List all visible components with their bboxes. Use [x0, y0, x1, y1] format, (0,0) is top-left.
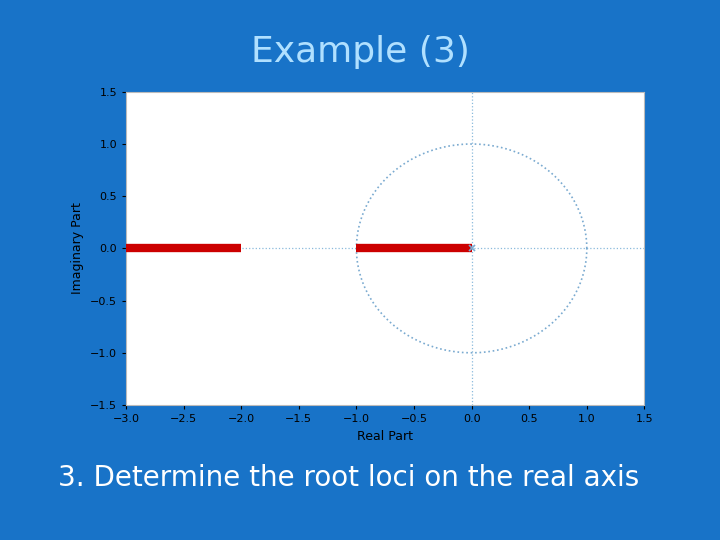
Y-axis label: Imaginary Part: Imaginary Part: [71, 202, 84, 294]
X-axis label: Real Part: Real Part: [357, 430, 413, 443]
Text: 3. Determine the root loci on the real axis: 3. Determine the root loci on the real a…: [58, 464, 639, 492]
Text: Example (3): Example (3): [251, 35, 469, 69]
